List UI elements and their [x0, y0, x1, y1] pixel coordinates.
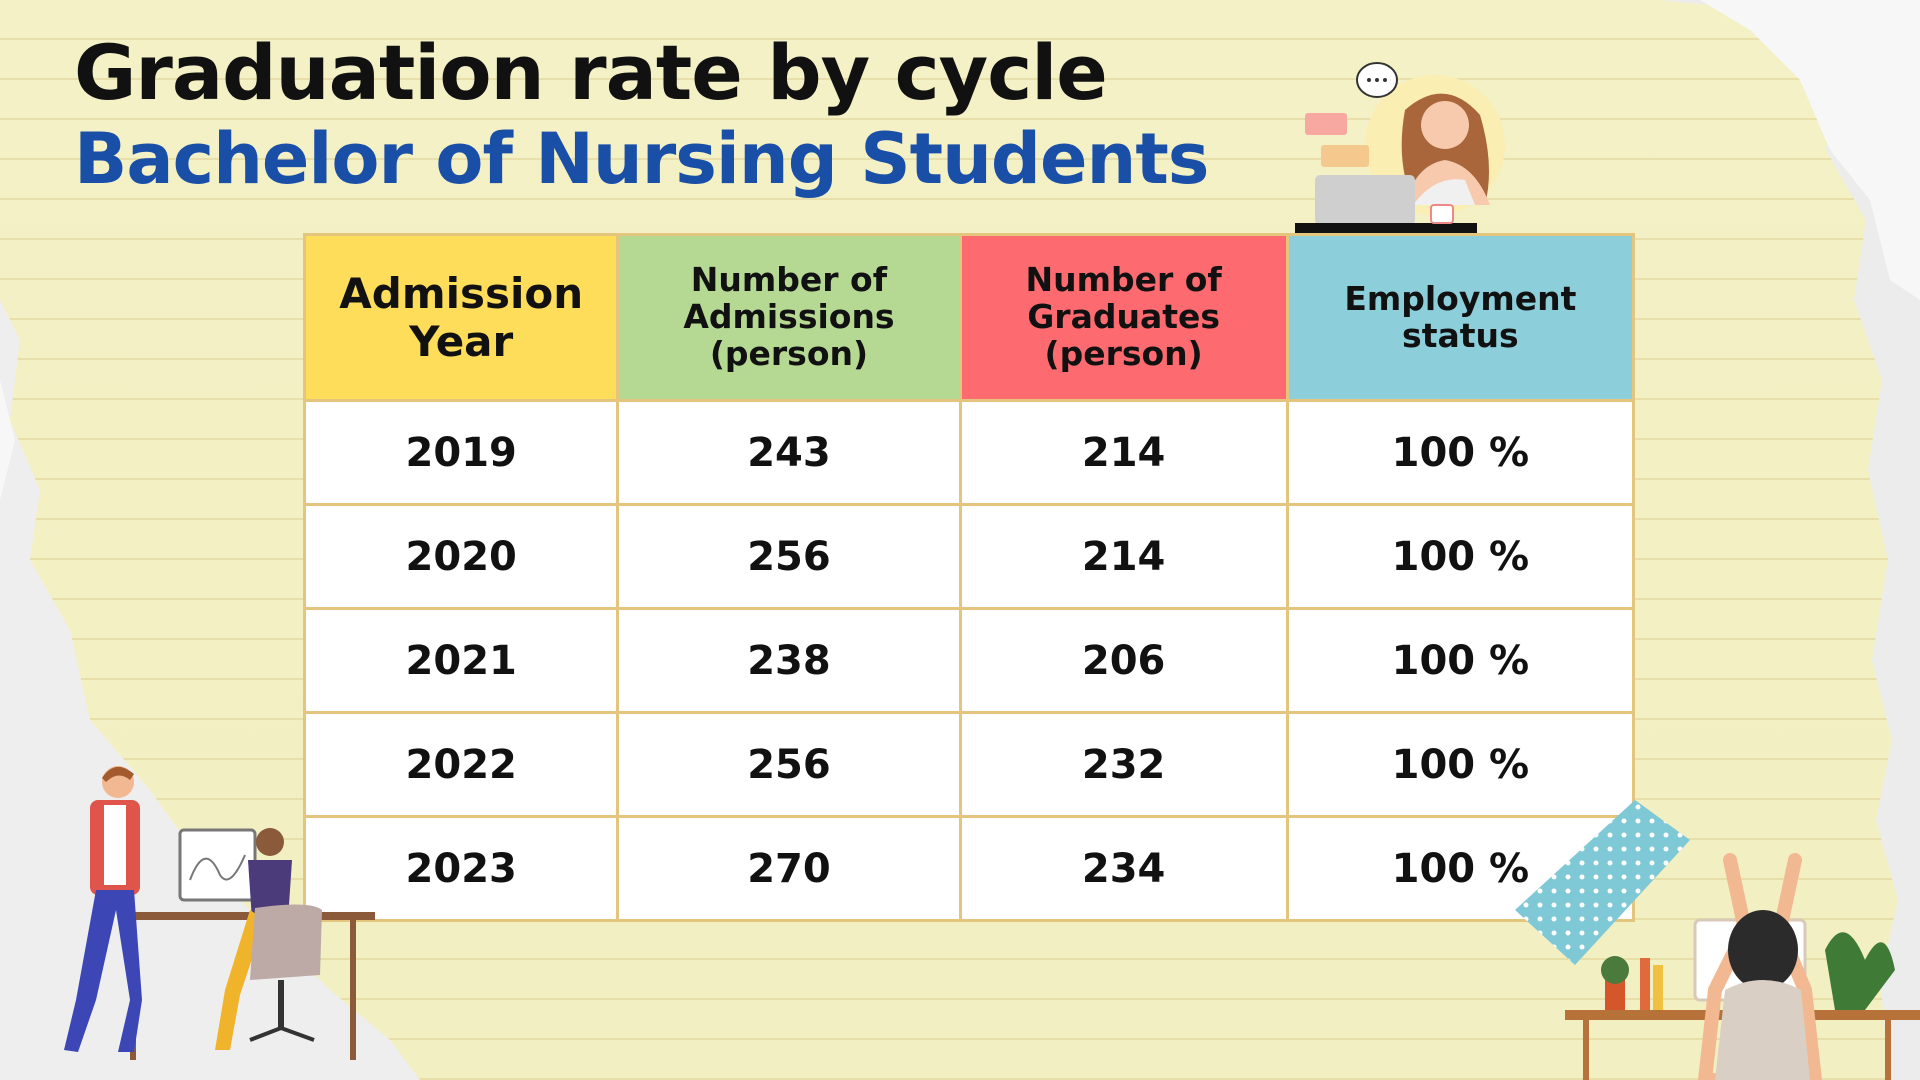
cell-employment: 100 % — [1285, 607, 1636, 714]
cell-admission-year: 2020 — [302, 503, 620, 610]
torn-paper-right — [1660, 0, 1920, 1080]
cell-admissions: 238 — [616, 607, 962, 714]
cell-employment: 100 % — [1285, 503, 1636, 610]
table-row: 2020 256 214 100 % — [302, 503, 1636, 610]
cell-admission-year: 2023 — [302, 815, 620, 922]
slide-title: Graduation rate by cycle — [74, 28, 1108, 117]
two-people-desk-illustration — [64, 766, 375, 1060]
header-employment-status: Employment status — [1285, 233, 1636, 402]
cell-graduates: 234 — [958, 815, 1289, 922]
table-row: 2022 256 232 100 % — [302, 711, 1636, 818]
cell-admissions: 256 — [616, 711, 962, 818]
cell-graduates: 214 — [958, 503, 1289, 610]
cell-graduates: 232 — [958, 711, 1289, 818]
washi-tape — [1515, 800, 1690, 965]
cell-employment: 100 % — [1285, 711, 1636, 818]
cell-graduates: 214 — [958, 399, 1289, 506]
cell-employment: 100 % — [1285, 399, 1636, 506]
header-number-of-graduates: Number of Graduates (person) — [958, 233, 1289, 402]
cell-admissions: 256 — [616, 503, 962, 610]
cell-admissions: 243 — [616, 399, 962, 506]
cell-graduates: 206 — [958, 607, 1289, 714]
cell-admissions: 270 — [616, 815, 962, 922]
stretching-woman-illustration — [1565, 853, 1920, 1080]
table-row: 2019 243 214 100 % — [302, 399, 1636, 506]
woman-laptop-illustration — [1295, 62, 1505, 233]
table-row: 2021 238 206 100 % — [302, 607, 1636, 714]
table-row: 2023 270 234 100 % — [302, 815, 1636, 922]
header-admission-year: Admission Year — [302, 233, 620, 402]
header-number-of-admissions: Number of Admissions (person) — [616, 233, 962, 402]
cell-admission-year: 2019 — [302, 399, 620, 506]
speech-bubble-icon — [1356, 62, 1398, 98]
slide-subtitle: Bachelor of Nursing Students — [74, 118, 1209, 200]
graduation-table: Admission Year Number of Admissions (per… — [302, 233, 1636, 922]
table-header-row: Admission Year Number of Admissions (per… — [302, 233, 1636, 402]
cell-admission-year: 2021 — [302, 607, 620, 714]
cell-admission-year: 2022 — [302, 711, 620, 818]
